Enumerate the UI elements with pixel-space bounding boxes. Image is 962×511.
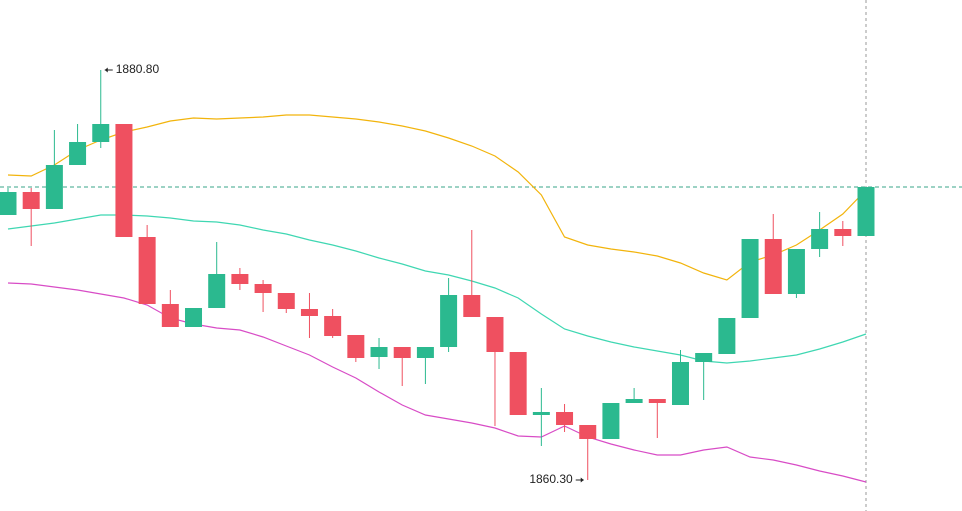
candle-body <box>277 293 295 309</box>
candle-body <box>416 347 434 358</box>
candle-body <box>625 399 643 403</box>
candle-body <box>254 284 272 293</box>
high-annotation: 1880.80 <box>116 62 160 76</box>
low-annotation: 1860.30 <box>529 472 573 486</box>
candle-body <box>811 229 829 249</box>
candle-body <box>602 403 620 439</box>
candle-body <box>324 316 342 336</box>
candle-body <box>208 274 226 308</box>
candle-body <box>0 192 17 215</box>
candle-body <box>671 362 689 405</box>
candle-body <box>764 239 782 294</box>
annotation-arrowhead <box>580 477 584 483</box>
annotation-arrowhead <box>104 67 108 73</box>
candle-body <box>787 249 805 294</box>
candle-body <box>393 347 411 358</box>
candle-body <box>92 124 110 142</box>
candle-body <box>300 309 318 316</box>
candle-body <box>556 412 574 425</box>
candle-body <box>857 187 875 236</box>
candle-body <box>509 352 527 415</box>
candle-body <box>741 239 759 318</box>
candle-body <box>69 142 87 165</box>
candle-body <box>463 295 481 317</box>
candle-body <box>648 399 666 403</box>
candle-body <box>370 347 388 357</box>
candle-body <box>486 317 504 352</box>
candle-body <box>579 425 597 439</box>
candle-body <box>45 165 63 209</box>
candle-body <box>161 304 179 327</box>
candle-body <box>718 318 736 354</box>
candle-body <box>834 229 852 236</box>
candle-body <box>695 353 713 362</box>
band-line <box>7 114 867 281</box>
band-line <box>7 282 867 483</box>
candle-body <box>138 237 156 304</box>
band-line <box>7 214 867 364</box>
candle-body <box>115 124 133 237</box>
candle-body <box>532 412 550 415</box>
candle-body <box>347 335 365 358</box>
candle-body <box>185 308 203 327</box>
candle-body <box>231 274 249 284</box>
candle-body <box>22 192 40 209</box>
candle-body <box>440 295 458 347</box>
